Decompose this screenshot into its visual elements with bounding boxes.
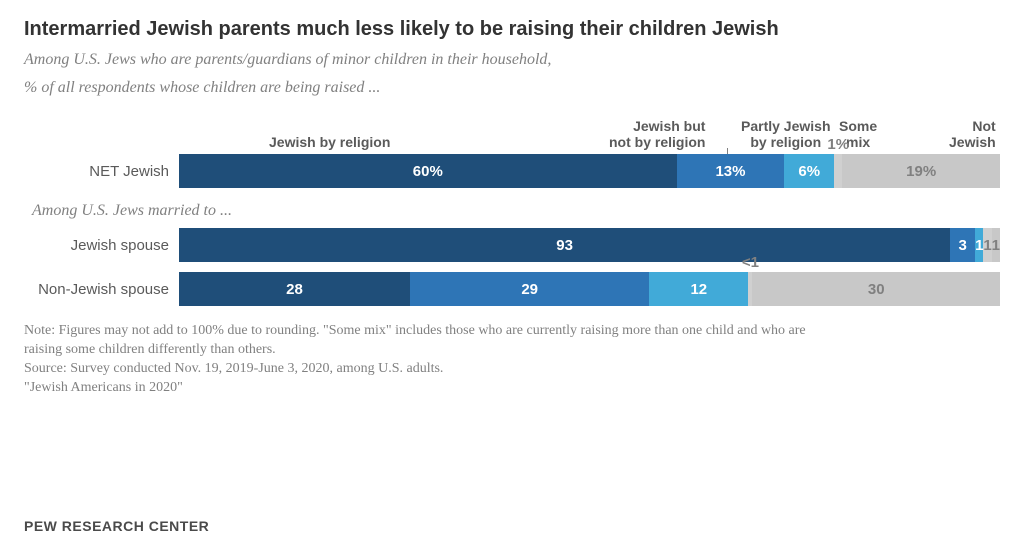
legend-jewish-not-religion: Jewish butnot by religion bbox=[609, 119, 705, 150]
chart-title: Intermarried Jewish parents much less li… bbox=[24, 18, 1000, 41]
bar-segment: 12 bbox=[649, 272, 748, 306]
bar-segment: 13% bbox=[677, 154, 785, 188]
legend-partly-jewish: Partly Jewishby religion bbox=[741, 119, 831, 150]
note-line-1: Note: Figures may not add to 100% due to… bbox=[24, 322, 1000, 341]
row-jewish-spouse: Jewish spouse 933111 bbox=[24, 228, 1000, 262]
bar-segment: 6% bbox=[784, 154, 834, 188]
bar-net: 60%13%6%1%19% bbox=[179, 154, 1000, 188]
bar-segment: 60% bbox=[179, 154, 677, 188]
source-footer: PEW RESEARCH CENTER bbox=[24, 518, 209, 534]
bar-segment: 1 bbox=[975, 228, 983, 262]
bar-segment: 28 bbox=[179, 272, 410, 306]
chart-subtitle-2: % of all respondents whose children are … bbox=[24, 77, 1000, 99]
note-block: Note: Figures may not add to 100% due to… bbox=[24, 322, 1000, 398]
row-nonjewish-spouse: Non-Jewish spouse 282912<130 bbox=[24, 272, 1000, 306]
bar-segment-label: <1 bbox=[742, 254, 759, 271]
note-line-3: Source: Survey conducted Nov. 19, 2019-J… bbox=[24, 360, 1000, 379]
bar-segment: 30 bbox=[752, 272, 1000, 306]
note-line-4: "Jewish Americans in 2020" bbox=[24, 379, 1000, 398]
bar-segment: 93 bbox=[179, 228, 950, 262]
legend-not-jewish: NotJewish bbox=[949, 119, 996, 150]
row-label-js: Jewish spouse bbox=[24, 237, 179, 254]
legend-jewish-by-religion: Jewish by religion bbox=[269, 135, 390, 150]
bar-segment: 19% bbox=[842, 154, 1000, 188]
bar-segment: 29 bbox=[410, 272, 649, 306]
row-net-jewish: NET Jewish 60%13%6%1%19% bbox=[24, 154, 1000, 188]
row-label-net: NET Jewish bbox=[24, 163, 179, 180]
bar-segment: 1 bbox=[983, 228, 991, 262]
chart-subtitle-1: Among U.S. Jews who are parents/guardian… bbox=[24, 49, 1000, 71]
bar-js: 933111 bbox=[179, 228, 1000, 262]
chart-area: NET Jewish 60%13%6%1%19% Among U.S. Jews… bbox=[24, 154, 1000, 306]
bar-segment: 1 bbox=[992, 228, 1000, 262]
bar-segment: 1% bbox=[834, 154, 842, 188]
note-line-2: raising some children differently than o… bbox=[24, 341, 1000, 360]
row-label-njs: Non-Jewish spouse bbox=[24, 281, 179, 298]
bar-segment: 3 bbox=[950, 228, 975, 262]
legend-row: Jewish by religion Jewish butnot by reli… bbox=[179, 104, 1000, 152]
bar-njs: 282912<130 bbox=[179, 272, 1000, 306]
bar-segment-label: 1% bbox=[827, 136, 849, 153]
section-married-to: Among U.S. Jews married to ... bbox=[32, 202, 1000, 220]
